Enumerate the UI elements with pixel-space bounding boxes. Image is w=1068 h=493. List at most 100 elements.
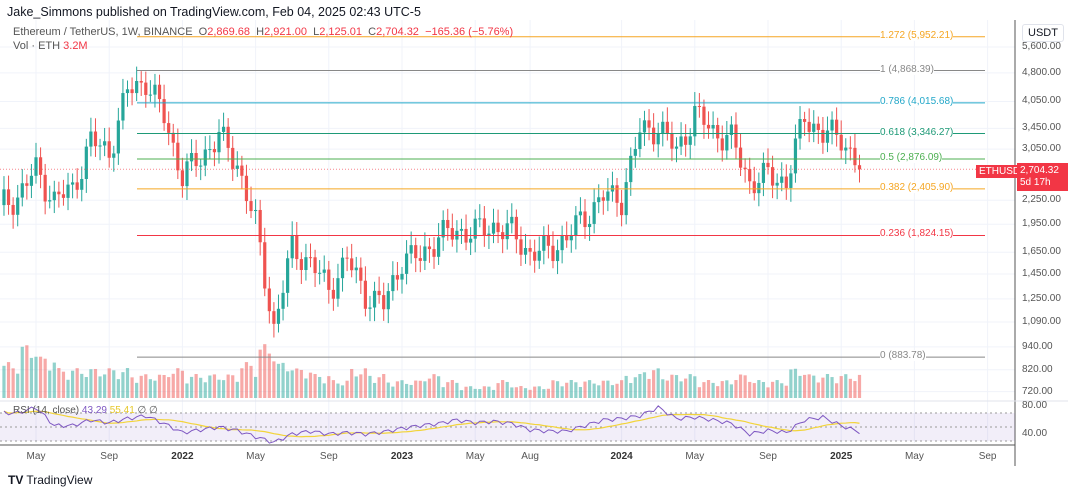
volume-bar: [446, 382, 450, 398]
rsi-label[interactable]: RSI (14, close): [13, 405, 80, 416]
publisher-line: Jake_Simmons published on TradingView.co…: [7, 5, 421, 19]
price-tick-label: 820.00: [1022, 363, 1053, 375]
fib-level-label: 0 (883.78): [880, 350, 926, 362]
candle-body: [702, 106, 706, 125]
volume-bar: [176, 368, 180, 398]
candle-body: [514, 216, 518, 240]
volume-bar: [25, 345, 29, 398]
volume-bar: [139, 375, 143, 398]
candle-body: [43, 174, 47, 202]
candle-body: [121, 93, 125, 121]
candle-body: [368, 307, 372, 309]
bar-countdown: 5d 17h: [1020, 177, 1051, 188]
time-tick-label: 2023: [390, 451, 414, 462]
tradingview-logo[interactable]: TV TradingView: [8, 473, 92, 487]
candle-body: [359, 267, 363, 281]
volume-bar: [674, 375, 679, 398]
volume-bar: [734, 380, 738, 398]
time-tick-label: May: [685, 451, 705, 462]
volume-bar: [258, 349, 262, 398]
candle-body: [679, 136, 683, 147]
candle-body: [848, 147, 852, 149]
candle-body: [130, 89, 134, 94]
candle-body: [542, 235, 546, 251]
candle-body: [400, 273, 404, 280]
rsi-line: [3, 405, 860, 444]
time-tick-label: Sep: [100, 451, 119, 462]
candle-body: [377, 290, 381, 296]
ohlc-legend: Ethereum / TetherUS, 1W, BINANCE O2,869.…: [13, 26, 513, 38]
candle-body: [432, 249, 436, 257]
candle-body: [11, 204, 15, 215]
candle-body: [738, 147, 743, 168]
candle-body: [748, 169, 752, 182]
candle-body: [386, 291, 390, 310]
volume-label[interactable]: Vol · ETH: [13, 40, 61, 52]
symbol-label[interactable]: Ethereum / TetherUS, 1W, BINANCE: [13, 26, 193, 38]
volume-bar: [688, 374, 692, 398]
tradingview-logo-icon: TV: [8, 473, 24, 487]
volume-bar: [423, 381, 427, 398]
candle-body: [125, 89, 130, 94]
candle-body: [574, 215, 578, 236]
candle-body: [189, 152, 194, 162]
candle-body: [784, 176, 788, 188]
candle-body: [505, 223, 509, 240]
volume-bar: [29, 357, 34, 398]
candle-body: [258, 209, 262, 243]
candle-body: [345, 257, 349, 259]
volume-bar: [327, 376, 331, 398]
volume-bar: [601, 380, 605, 398]
candle-body: [752, 181, 756, 194]
candle-body: [761, 162, 766, 183]
candle-body: [276, 308, 281, 324]
volume-bar: [116, 379, 120, 398]
candle-body: [409, 245, 413, 254]
candle-body: [633, 149, 637, 156]
candle-body: [725, 135, 729, 151]
candle-body: [318, 272, 322, 274]
volume-bar: [43, 358, 47, 398]
volume-bar: [372, 382, 377, 398]
volume-bar: [318, 376, 322, 398]
candle-body: [153, 84, 157, 95]
volume-bar: [807, 374, 811, 398]
candle-body: [16, 197, 20, 215]
candle-body: [235, 165, 239, 169]
candle-body: [48, 200, 52, 202]
candle-body: [560, 235, 564, 251]
fib-level-label: 0.618 (3,346.27): [880, 126, 954, 138]
candle-body: [57, 191, 61, 195]
price-tick-label: 1,950.00: [1022, 218, 1061, 230]
time-tick-label: Sep: [759, 451, 777, 462]
candle-body: [697, 106, 701, 108]
candle-body: [523, 247, 528, 255]
candle-body: [427, 246, 432, 250]
candle-body: [107, 141, 111, 158]
volume-bar: [221, 380, 226, 398]
volume-bar: [670, 374, 674, 398]
volume-bar: [533, 386, 537, 398]
candle-body: [71, 182, 75, 185]
price-tick-label: 1,250.00: [1022, 292, 1061, 304]
volume-bar: [642, 372, 647, 398]
volume-bar: [606, 380, 610, 398]
candle-body: [780, 176, 784, 183]
candle-body: [491, 222, 496, 234]
volume-bar: [798, 375, 802, 398]
volume-bar: [496, 383, 500, 398]
volume-bar: [386, 382, 390, 398]
volume-bar: [2, 365, 6, 398]
volume-bar: [48, 370, 52, 398]
candle-body: [263, 242, 267, 289]
price-tick-label: 4,800.00: [1022, 66, 1061, 78]
volume-bar: [482, 386, 486, 398]
rsi-tick-label: 80.00: [1022, 400, 1048, 411]
volume-bar: [157, 374, 162, 398]
candle-body: [478, 218, 482, 220]
volume-bar: [235, 381, 239, 398]
candle-body: [459, 228, 464, 231]
volume-bar: [57, 368, 61, 398]
currency-button[interactable]: USDT: [1022, 24, 1064, 42]
